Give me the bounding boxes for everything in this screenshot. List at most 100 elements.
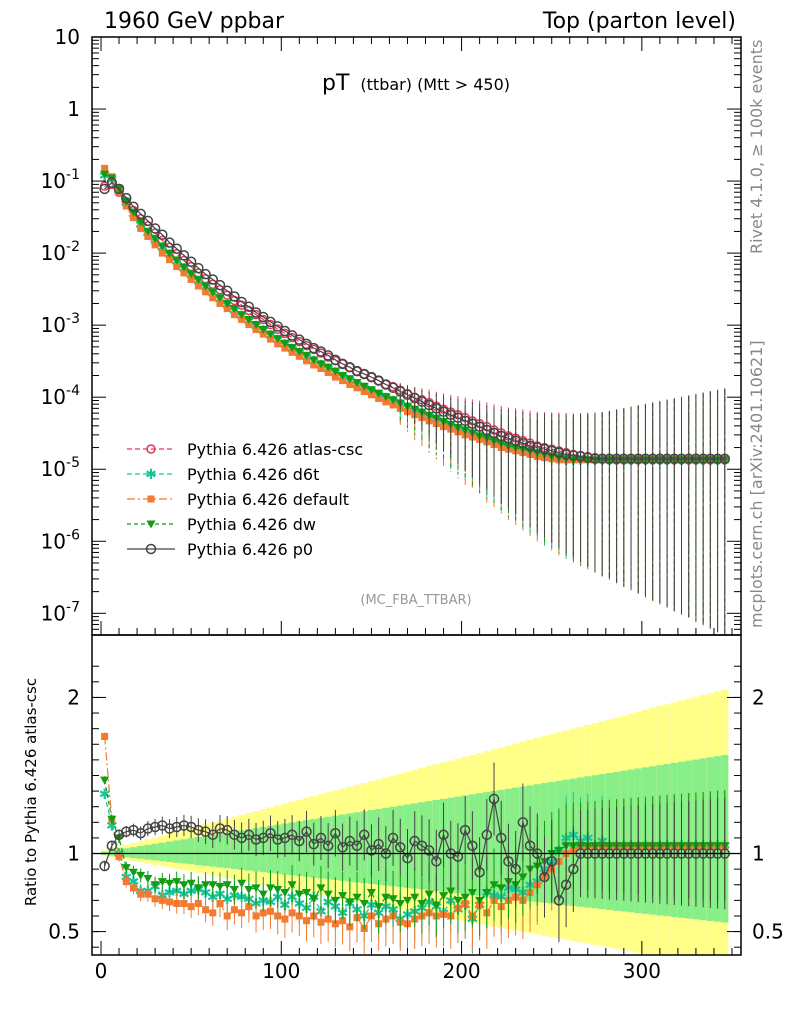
data-point (517, 437, 529, 449)
data-point (697, 453, 709, 464)
ratio-point (266, 907, 274, 915)
ratio-point (416, 840, 428, 851)
x-tick-label: 200 (442, 959, 480, 983)
data-point (144, 233, 152, 241)
data-point (187, 276, 195, 284)
data-point (201, 282, 211, 291)
data-point (236, 296, 247, 308)
data-point (229, 291, 240, 302)
ratio-point (207, 829, 219, 841)
data-point (360, 387, 368, 395)
data-point (280, 339, 290, 348)
ratio-point (143, 875, 153, 884)
ratio-point (164, 823, 175, 834)
data-point (244, 315, 254, 324)
ratio-point (258, 890, 268, 899)
data-point (157, 242, 167, 251)
ratio-series-group: ✱✱✱✱✱✱✱✱✱ ✱✱✱✱✱✱✱✱✱✱✱✱✱✱✱ ✱✱✱✱ ✱✱✱✱✱✱ ✱✱✱✱ ✱✱… (99, 732, 731, 955)
data-point (330, 367, 340, 376)
data-point (445, 409, 457, 421)
data-point (690, 453, 702, 464)
band-green (230, 831, 239, 870)
ratio-point (439, 892, 449, 901)
data-point (388, 396, 398, 405)
legend-item-dw: Pythia 6.426 dw (127, 515, 316, 534)
data-point (273, 335, 283, 344)
y-tick-label: 10-2 (41, 239, 80, 265)
data-point (251, 321, 261, 330)
ratio-point (158, 896, 166, 904)
data-point (207, 274, 219, 285)
ratio-point (245, 903, 253, 911)
data-point (611, 453, 622, 464)
y-tick-label: 10-3 (41, 311, 80, 337)
ratio-point (402, 896, 412, 905)
data-point (229, 305, 239, 314)
data-point (186, 270, 196, 279)
legend-label: Pythia 6.426 dw (187, 515, 316, 534)
data-point (265, 316, 276, 328)
mcplots-label: mcplots.cern.ch [arXiv:2401.10621] (747, 340, 766, 628)
data-point (374, 389, 384, 398)
ratio-point (273, 885, 283, 894)
ratio-point (337, 842, 348, 853)
data-point (705, 453, 716, 464)
ratio-point (402, 852, 413, 864)
x-tick-label: 0 (95, 959, 108, 983)
data-point (157, 229, 168, 240)
ratio-point (517, 817, 529, 828)
ratio-point (524, 840, 536, 851)
data-point (202, 288, 210, 296)
ratio-point (452, 851, 464, 862)
analysis-id: (MC_FBA_TTBAR) (360, 593, 471, 608)
ratio-point (128, 868, 138, 877)
ratio-point (237, 879, 247, 888)
axes-group: 10 1 10-1 10-2 10-3 10-4 10-5 10-6 10-7 0 100 200 30… (41, 25, 784, 983)
ratio-point (288, 909, 296, 917)
ratio-point (194, 899, 202, 907)
data-point (604, 453, 615, 464)
ratio-point (272, 834, 283, 845)
data-point (128, 201, 139, 213)
data-point (121, 192, 132, 204)
ratio-point (180, 899, 188, 907)
ratio-point (410, 893, 420, 902)
ratio-point (243, 829, 255, 841)
ratio-point (251, 884, 261, 893)
ratio-point (503, 856, 514, 867)
data-point (252, 326, 260, 334)
ratio-point (323, 890, 333, 899)
ratio-point (546, 856, 557, 867)
ratio-point (317, 918, 325, 926)
ratio-point (481, 829, 493, 841)
ratio-point (221, 824, 233, 836)
ratio-point (446, 887, 456, 896)
ratio-point (295, 912, 303, 920)
data-point (481, 424, 493, 436)
ratio-point (373, 838, 384, 850)
ratio-point (252, 912, 260, 920)
data-point (243, 301, 255, 313)
ratio-point (339, 917, 347, 925)
ratio-point (166, 898, 174, 906)
ratio-point (265, 827, 276, 839)
ratio-point (467, 840, 478, 851)
data-point (632, 453, 644, 464)
ratio-y-tick-label: 0.5 (48, 920, 80, 944)
data-point (172, 256, 182, 265)
data-point (345, 375, 355, 384)
ratio-point (330, 896, 340, 905)
data-point (346, 381, 354, 389)
ratio-point (136, 871, 146, 880)
ratio-point (395, 899, 405, 908)
band-green (194, 837, 202, 866)
ratio-point (209, 909, 217, 917)
data-point (135, 208, 146, 220)
ratio-point (460, 893, 470, 902)
ratio-point (424, 890, 434, 899)
data-point (209, 294, 217, 302)
y-tick-label: 10-5 (41, 455, 80, 481)
ratio-point (208, 881, 218, 890)
ratio-point (344, 835, 356, 847)
data-point (295, 352, 303, 360)
